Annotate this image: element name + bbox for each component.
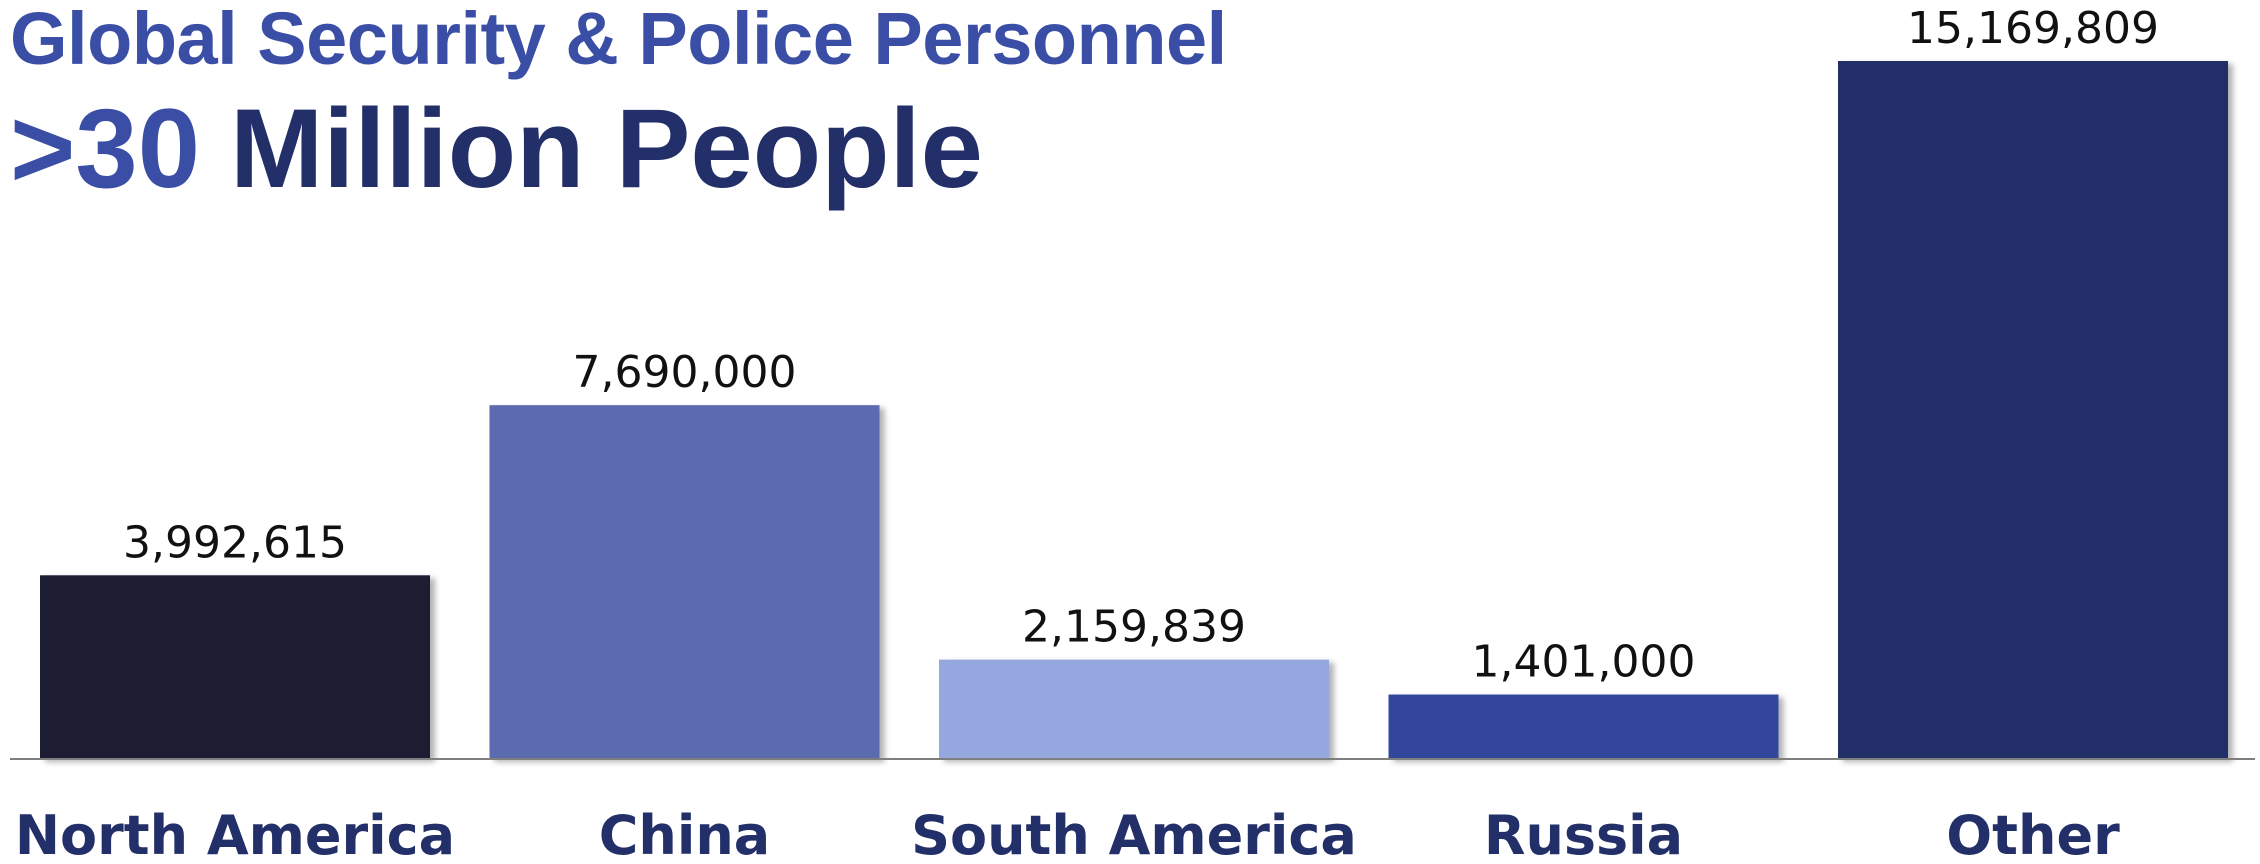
- category-label: Other: [1946, 804, 2120, 864]
- category-label: South America: [911, 804, 1357, 864]
- category-label: China: [599, 804, 770, 864]
- value-label: 3,992,615: [123, 517, 347, 568]
- value-label: 7,690,000: [573, 347, 797, 398]
- category-label: North America: [15, 804, 455, 864]
- category-label: Russia: [1484, 804, 1683, 864]
- bar-russia: [1389, 695, 1779, 759]
- bar-other: [1838, 61, 2228, 759]
- value-label: 15,169,809: [1907, 3, 2159, 54]
- bar-south-america: [939, 660, 1329, 759]
- bar-china: [490, 405, 880, 759]
- value-label: 2,159,839: [1022, 602, 1246, 653]
- value-label: 1,401,000: [1472, 637, 1696, 688]
- bar-north-america: [40, 575, 430, 759]
- bars-group: [40, 61, 2228, 759]
